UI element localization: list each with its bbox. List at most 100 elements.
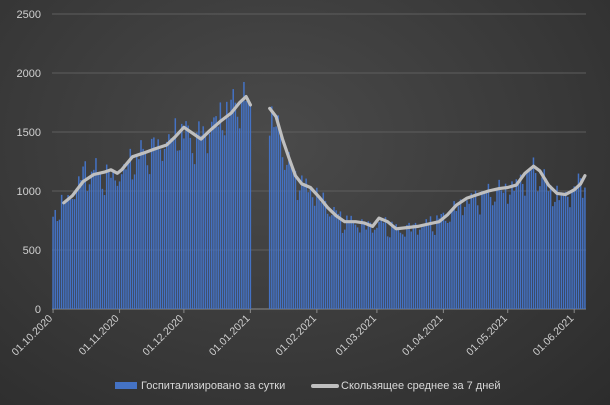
bar xyxy=(234,102,237,309)
bar xyxy=(88,184,91,309)
bar xyxy=(86,191,89,309)
bar xyxy=(534,173,537,309)
bar xyxy=(90,171,93,309)
bar xyxy=(494,201,496,309)
bar xyxy=(103,195,106,309)
bar xyxy=(470,193,473,309)
bar xyxy=(404,236,406,309)
bar xyxy=(230,99,232,309)
bar xyxy=(178,150,181,309)
bar xyxy=(279,136,282,309)
bar xyxy=(451,208,453,309)
bar xyxy=(401,234,404,309)
legend-line-label: Скользящее среднее за 7 дней xyxy=(341,380,501,392)
bar xyxy=(140,140,142,309)
bar xyxy=(217,126,219,309)
bar xyxy=(481,191,483,309)
bar xyxy=(537,191,539,309)
bar xyxy=(170,138,172,309)
bar xyxy=(215,116,217,310)
bar xyxy=(393,227,395,309)
bar xyxy=(571,191,573,309)
bar xyxy=(56,221,59,309)
bar xyxy=(67,195,69,309)
bar xyxy=(133,174,136,309)
bar xyxy=(356,227,359,309)
bar xyxy=(185,121,187,309)
bar xyxy=(174,118,177,309)
legend: Госпитализировано за сутки Скользящее ср… xyxy=(115,380,501,392)
bar xyxy=(142,148,144,309)
bar xyxy=(395,224,397,309)
bar xyxy=(560,192,563,309)
bar xyxy=(337,213,340,309)
bar xyxy=(489,196,492,309)
bar xyxy=(483,192,485,309)
bar xyxy=(168,134,170,309)
bar xyxy=(504,183,507,309)
bar xyxy=(521,183,524,309)
bar xyxy=(547,191,550,309)
bar xyxy=(328,216,331,309)
bar xyxy=(333,207,335,309)
x-tick-label: 01.01.2021 xyxy=(207,313,253,359)
bar xyxy=(286,164,288,309)
bar xyxy=(283,169,286,309)
bar xyxy=(183,138,185,309)
bar xyxy=(204,133,207,309)
bar xyxy=(564,191,567,309)
bar xyxy=(236,116,239,309)
bar xyxy=(318,197,320,309)
bar xyxy=(584,187,586,309)
bar xyxy=(374,229,376,309)
bar xyxy=(455,211,457,309)
bar xyxy=(101,188,104,309)
bar xyxy=(468,203,470,309)
bar xyxy=(275,126,277,310)
bar xyxy=(346,215,348,309)
bar xyxy=(313,205,316,309)
bar xyxy=(427,223,430,309)
y-tick-label: 1000 xyxy=(17,186,41,198)
bar xyxy=(221,130,224,309)
bar xyxy=(412,224,415,309)
bar xyxy=(500,190,503,309)
bar xyxy=(247,98,249,310)
bar xyxy=(545,178,548,309)
bar xyxy=(459,199,462,309)
bar xyxy=(127,163,129,309)
bar xyxy=(419,229,421,309)
bar xyxy=(271,106,273,309)
bar xyxy=(228,117,230,309)
bar xyxy=(436,215,438,309)
bar xyxy=(105,164,108,309)
bar xyxy=(189,137,192,309)
bar xyxy=(202,126,204,309)
bar xyxy=(93,169,95,309)
bar xyxy=(444,220,447,309)
legend-bar-label: Госпитализировано за сутки xyxy=(141,380,285,392)
moving-average-line xyxy=(62,95,252,205)
bar xyxy=(416,234,419,309)
bar xyxy=(552,206,554,309)
bar xyxy=(129,148,132,309)
bar xyxy=(509,194,511,309)
x-tick-label: 01.11.2020 xyxy=(77,313,122,358)
bar xyxy=(558,200,560,309)
bar xyxy=(511,181,513,309)
bar xyxy=(58,219,61,309)
bar xyxy=(54,209,56,309)
bar xyxy=(513,190,515,309)
bar xyxy=(187,125,189,309)
bar xyxy=(541,177,543,309)
bar xyxy=(303,182,305,309)
bar xyxy=(479,214,481,309)
bar xyxy=(532,157,535,309)
bar xyxy=(181,123,183,309)
bar xyxy=(219,102,222,309)
bar xyxy=(116,185,119,309)
bar xyxy=(157,139,159,309)
bar xyxy=(466,200,468,309)
bar xyxy=(348,220,350,309)
bar xyxy=(496,190,498,309)
